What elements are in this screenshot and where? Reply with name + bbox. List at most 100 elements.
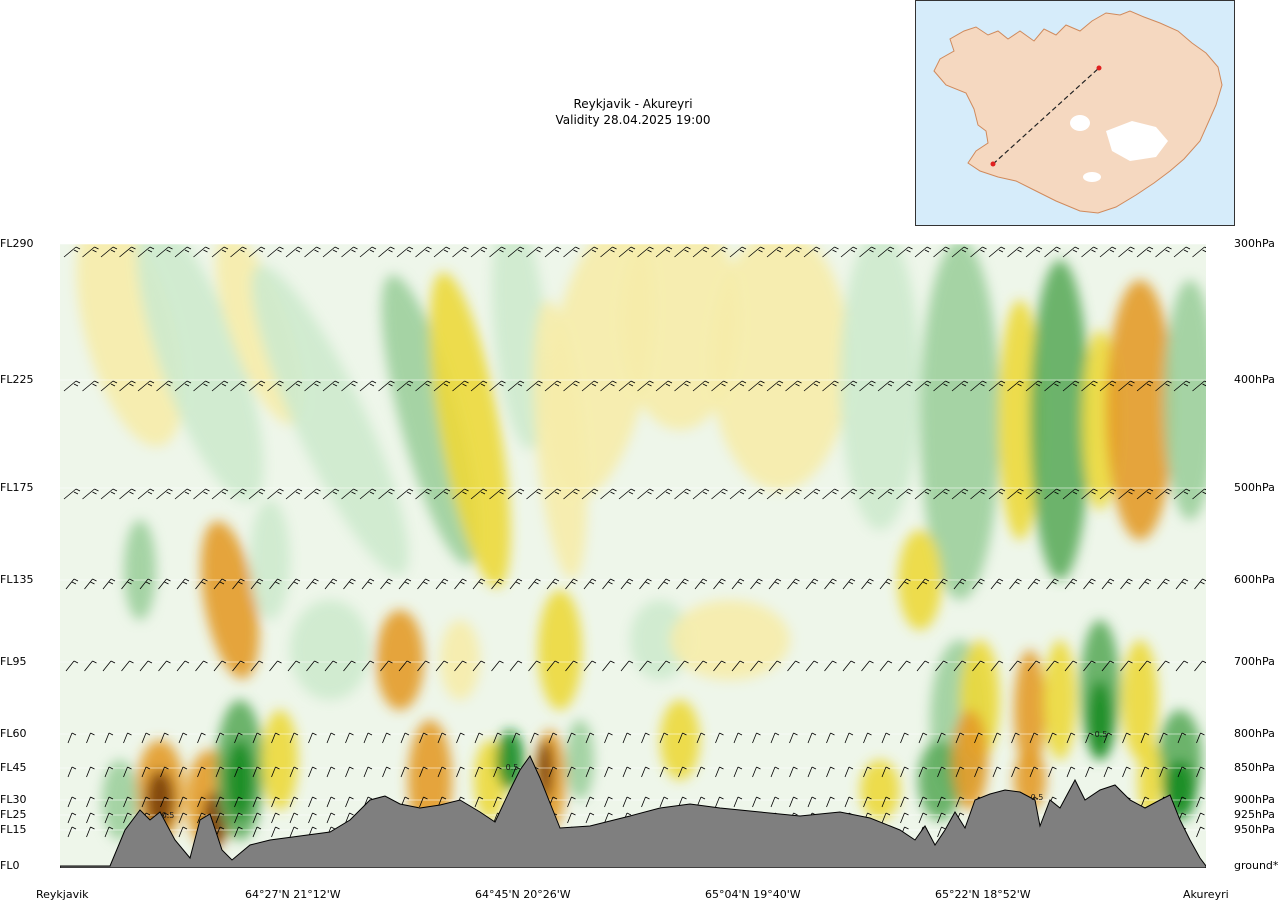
wind-barb [121,578,134,590]
wind-barb [1099,488,1117,500]
wind-barb [178,796,188,808]
wind-barb [398,660,412,672]
wind-barb [711,380,728,392]
wind-barb [470,246,488,258]
wind-barb [215,732,225,744]
left-axis-label: FL175 [0,481,34,494]
wind-barb [861,578,874,590]
wind-barb [1048,732,1057,744]
wind-barb [456,732,465,744]
wind-barb [637,380,654,392]
wind-barb [1103,732,1113,744]
wind-barb [933,380,950,392]
validity-label: Validity 28.04.2025 19:00 [555,113,711,127]
wind-barb [158,578,171,590]
wind-barb [563,246,580,258]
wind-barb [63,246,81,258]
wind-barb [859,246,876,258]
wind-barb [234,812,243,824]
wind-barb [197,766,206,778]
wind-barb [474,766,484,778]
wind-barb [951,380,969,392]
wind-barb [659,766,669,778]
wind-barb [766,246,784,258]
field-blob [1122,640,1158,760]
wind-barb [585,732,595,744]
wind-barb [1081,380,1098,392]
wind-barb [585,796,595,808]
wind-barb [567,732,576,744]
wind-barb [474,796,484,808]
wind-barb [141,766,151,778]
wind-barb [622,732,632,744]
wind-barb [1155,488,1172,500]
wind-barb [86,812,95,824]
wind-barb [618,488,636,500]
wind-barb [156,380,173,392]
wind-barb [729,246,747,258]
wind-barb [84,660,97,672]
right-axis-label: 500hPa [1234,481,1275,494]
wind-barb [137,380,155,392]
wind-barb [234,826,243,838]
left-axis-label: FL0 [0,859,20,872]
wind-barb [396,380,414,392]
wind-barb [415,246,432,258]
wind-barb [271,812,280,824]
wind-barb [972,578,985,590]
wind-barb [1192,380,1206,392]
wind-barb [861,660,874,672]
wind-barb [528,578,541,590]
wind-barb [1175,660,1189,672]
field-blob [1014,650,1046,770]
wind-barb [990,578,1004,590]
wind-barb [417,578,430,590]
wind-barb [955,766,965,778]
left-axis-label: FL25 [0,808,27,821]
wind-barb [234,766,243,778]
wind-barb [67,812,77,824]
field-blob [710,244,850,490]
wind-barb [454,660,467,672]
wind-barb [807,766,817,778]
field-blob [124,520,156,620]
route-end-point [1096,65,1102,71]
wind-barb [322,488,340,500]
wind-barb [285,246,303,258]
wind-barb [232,578,245,590]
wind-barb [729,380,747,392]
wind-barb [826,766,835,778]
field-blob [630,600,690,680]
wind-barb [844,796,854,808]
wind-barb [230,488,247,500]
wind-barb [158,660,171,672]
wind-barb [896,380,913,392]
wind-barb [733,766,743,778]
wind-barb [361,660,375,672]
wind-barb [507,246,525,258]
wind-barb [250,660,264,672]
wind-barb [1081,488,1098,500]
wind-barb [1062,246,1080,258]
wind-barb [252,766,262,778]
wind-barb [267,380,284,392]
wind-barb [937,812,946,824]
wind-barb [1118,380,1135,392]
x-axis-label: Reykjavik [36,888,89,901]
wind-barb [345,766,354,778]
wind-barb [1062,488,1080,500]
field-blob [620,244,740,430]
wind-barb [119,488,136,500]
wind-barb [178,826,188,838]
wind-barb [900,732,909,744]
wind-barb [304,380,321,392]
right-axis-label: 600hPa [1234,573,1275,586]
wind-barb [378,488,395,500]
wind-barb [988,488,1006,500]
wind-barb [1196,826,1205,838]
wind-barb [807,732,817,744]
wind-barb [1120,660,1133,672]
wind-barb [452,380,469,392]
wind-barb [1099,380,1117,392]
wind-barb [415,380,432,392]
